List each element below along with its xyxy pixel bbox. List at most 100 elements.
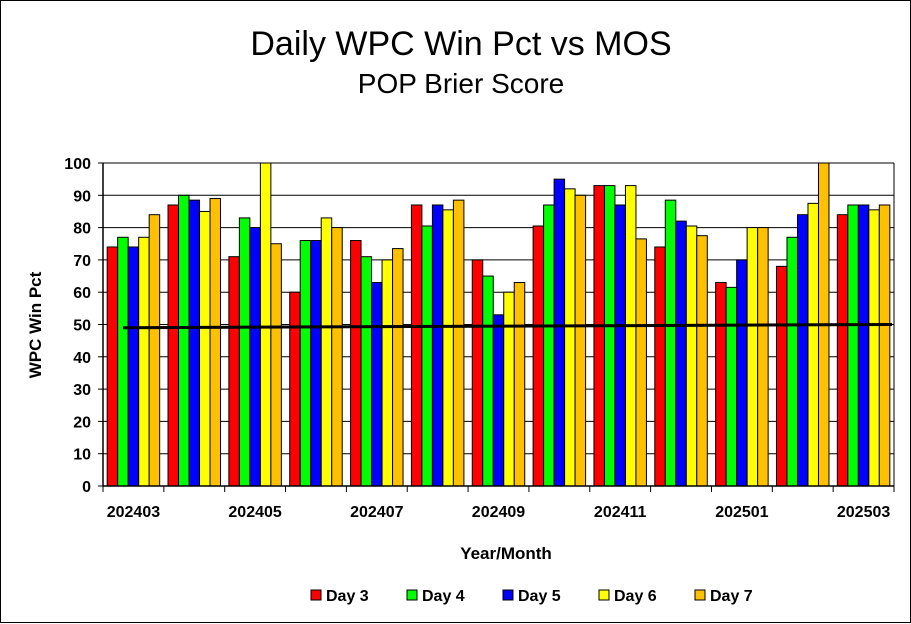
bar: [238, 217, 251, 487]
bar: [167, 204, 180, 487]
bar: [664, 199, 677, 487]
bar: [410, 204, 423, 487]
bar: [492, 314, 505, 487]
bar: [431, 204, 444, 487]
chart-title: Daily WPC Win Pct vs MOS: [250, 25, 671, 63]
bar: [299, 240, 312, 487]
x-tick-label: 202501: [715, 504, 768, 521]
x-tick-label: 202407: [350, 504, 403, 521]
bar: [503, 291, 515, 487]
y-axis-label: WPC Win Pct: [26, 271, 45, 378]
bar: [360, 256, 373, 487]
y-tick-label: 80: [73, 221, 91, 238]
y-tick-label: 30: [73, 382, 91, 399]
bar: [513, 282, 526, 487]
bar: [696, 235, 708, 487]
bar: [209, 198, 222, 487]
y-tick-label: 20: [73, 414, 91, 431]
bar: [249, 227, 261, 487]
bar: [775, 265, 788, 487]
bar: [736, 259, 748, 487]
bar: [259, 162, 272, 487]
legend-label: Day 5: [518, 588, 561, 605]
legend-swatch: [694, 589, 706, 601]
bar: [796, 214, 809, 487]
bar: [127, 246, 140, 487]
bar: [574, 194, 587, 487]
legend-swatch: [598, 589, 610, 601]
bar: [138, 236, 150, 487]
legend-swatch: [310, 589, 322, 601]
bar: [786, 236, 798, 487]
bar: [310, 240, 322, 487]
y-tick-label: 0: [82, 479, 91, 496]
bar: [199, 210, 211, 487]
bar: [857, 204, 870, 487]
bar: [868, 209, 880, 487]
bar: [715, 282, 727, 487]
y-tick-label: 40: [73, 350, 91, 367]
bar: [807, 202, 819, 487]
bar: [331, 227, 343, 487]
bar: [350, 240, 362, 487]
bar: [289, 291, 301, 487]
bar: [543, 204, 555, 487]
bar: [725, 286, 738, 487]
bar: [392, 248, 404, 487]
trend-line: [122, 323, 893, 330]
y-tick-label: 70: [73, 253, 91, 270]
y-tick-label: 10: [73, 447, 91, 464]
bar: [603, 185, 616, 487]
bar: [847, 204, 859, 487]
y-tick-label: 100: [64, 156, 91, 173]
plot-area: 0 10 20 30 40 50 60 70 80 90 100 202403 202405 202407…: [64, 156, 895, 521]
bar: [117, 236, 129, 487]
bar: [421, 225, 433, 487]
bar: [148, 214, 161, 487]
bar: [654, 246, 666, 487]
bar: [452, 199, 465, 487]
bar: [553, 178, 566, 487]
bar: [381, 259, 394, 487]
legend: Day 3 Day 4 Day 5 Day 6 Day 7: [310, 588, 753, 605]
bar: [471, 259, 484, 487]
bar: [270, 243, 282, 487]
bar: [757, 227, 769, 487]
legend-swatch: [406, 589, 418, 601]
bar: [228, 256, 240, 487]
legend-label: Day 4: [422, 588, 465, 605]
bar: [178, 194, 190, 487]
bar: [746, 227, 759, 487]
bar: [878, 204, 891, 487]
x-tick-label: 202409: [472, 504, 525, 521]
bar: [624, 185, 637, 487]
bar: [482, 275, 494, 487]
bar: [532, 225, 545, 487]
x-tick-label: 202503: [837, 504, 890, 521]
legend-label: Day 3: [326, 588, 369, 605]
chart-subtitle: POP Brier Score: [358, 68, 564, 99]
bar: [188, 199, 201, 487]
x-tick-label: 202411: [594, 504, 647, 521]
legend-swatch: [502, 589, 514, 601]
bar: [106, 246, 119, 487]
bar: [593, 185, 605, 487]
bar: [320, 217, 333, 487]
bar: [685, 225, 698, 487]
x-tick-label: 202403: [107, 504, 160, 521]
bar: [564, 188, 576, 487]
bar: [635, 238, 647, 487]
y-tick-label: 60: [73, 285, 91, 302]
x-axis-label: Year/Month: [460, 544, 552, 563]
y-tick-label: 90: [73, 188, 91, 205]
bar: [371, 282, 383, 487]
y-tick-label: 50: [73, 318, 91, 335]
bar: [675, 220, 687, 487]
bar: [442, 209, 454, 487]
x-tick-label: 202405: [228, 504, 281, 521]
bar: [836, 214, 849, 487]
legend-label: Day 6: [614, 588, 657, 605]
bar: [614, 204, 626, 487]
